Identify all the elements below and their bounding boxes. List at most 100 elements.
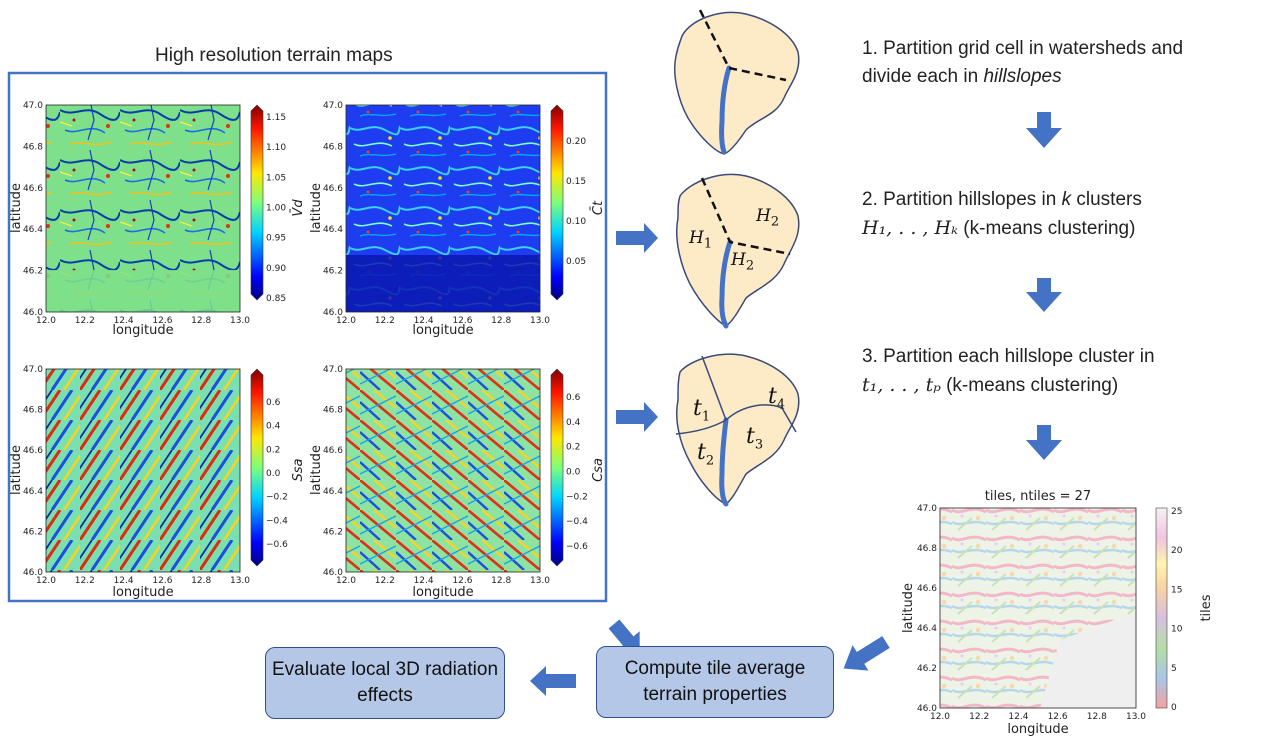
lat-tick: 46.8 [23, 406, 43, 416]
maps-header: High resolution terrain maps [155, 45, 393, 66]
tiles-lon-tick: 12.2 [969, 712, 989, 722]
lat-tick: 46.2 [23, 527, 43, 537]
cbar-tick: 0.0 [566, 468, 581, 478]
cbar-tick: −0.2 [266, 493, 288, 503]
tiles-lon-tick: 13.0 [1126, 712, 1146, 722]
lat-tick: 47.0 [323, 365, 343, 375]
map-vd [45, 104, 264, 313]
compute-box: Compute tile average terrain properties [596, 646, 834, 718]
cbar-tick: −0.6 [266, 540, 288, 550]
lat-tick: 46.4 [23, 487, 43, 497]
arrow-compute-to-evaluate [530, 666, 576, 696]
map-ct [345, 104, 564, 313]
tiles-lon-tick: 12.0 [930, 712, 950, 722]
ylabel-ct: latitude [309, 183, 324, 233]
tiles-lat-tick: 47.0 [917, 504, 937, 514]
lon-tick: 12.6 [152, 576, 172, 586]
cbar-tick: 0.20 [566, 137, 586, 147]
lat-tick: 46.6 [23, 446, 43, 456]
lon-tick: 12.2 [375, 316, 395, 326]
lon-tick: 13.0 [230, 316, 250, 326]
tick-labels: 47.046.846.646.446.246.012.0 12.2 12.4 12.6… [23, 101, 1183, 722]
cbar-tick: 0.0 [266, 469, 281, 479]
lon-tick: 13.0 [530, 316, 550, 326]
label-h2-lower: H2 [731, 250, 755, 274]
cbar-tick: 1.05 [266, 173, 286, 183]
lat-tick: 46.8 [323, 406, 343, 416]
cbar-tick: 0.2 [266, 445, 280, 455]
lat-tick: 46.4 [23, 225, 43, 235]
ylabel-vd: latitude [9, 183, 24, 233]
map-ssa [45, 368, 264, 573]
tiles-cbar-label: tiles [1199, 594, 1214, 621]
lon-tick: 12.0 [336, 576, 356, 586]
cbar-tick: 1.15 [266, 113, 286, 123]
lat-tick: 46.8 [323, 142, 343, 152]
cbar-tick: 0.05 [566, 257, 586, 267]
maps-frame [7, 71, 608, 603]
tiles-cbar-tick: 15 [1171, 585, 1182, 595]
tiles-title: tiles, ntiles = 27 [985, 489, 1091, 504]
step-2-text: 2. Partition hillslopes in k clusters H₁… [862, 189, 1142, 239]
step-3-text: 3. Partition each hillslope cluster in t… [862, 346, 1155, 396]
lon-tick: 12.2 [75, 576, 95, 586]
lat-tick: 47.0 [23, 365, 43, 375]
xlabel-vd: longitude [112, 323, 173, 338]
cbar-tick: −0.6 [566, 542, 588, 552]
cbar-tick: 0.85 [266, 294, 286, 304]
lat-tick: 46.6 [323, 184, 343, 194]
lon-tick: 12.8 [491, 316, 511, 326]
cbar-tick: 0.4 [566, 418, 581, 428]
xlabel-csa: longitude [412, 585, 473, 600]
cbar-tick: 0.6 [566, 393, 581, 403]
lat-tick: 46.0 [323, 568, 343, 578]
colorbar-vd [250, 104, 264, 301]
watershed-1 [673, 9, 800, 155]
label-t4: t4 [768, 384, 786, 413]
ylabel-ssa: latitude [9, 445, 24, 495]
tiles-lat-tick: 46.8 [917, 544, 937, 554]
lon-tick: 13.0 [530, 576, 550, 586]
watershed-3 [675, 353, 800, 507]
cbar-tick: 0.4 [266, 422, 281, 432]
step-1-text: 1. Partition grid cell in watersheds and… [862, 38, 1184, 87]
cbar-label-ssa: Ssa [291, 458, 306, 481]
arrow-step-1-2 [1026, 112, 1062, 148]
tiles-cbar-tick: 10 [1171, 625, 1183, 635]
cbar-label-vd: V̄d [291, 199, 306, 217]
lat-tick: 47.0 [23, 101, 43, 111]
tiles-xlabel: longitude [1007, 722, 1068, 737]
lat-tick: 46.6 [23, 184, 43, 194]
lon-tick: 12.4 [414, 316, 434, 326]
label-t3: t3 [746, 424, 764, 453]
cbar-tick: −0.4 [266, 516, 288, 526]
cbar-tick: −0.4 [566, 517, 588, 527]
arrow-step-3-tiles [1026, 425, 1062, 460]
tiles-lat-tick: 46.4 [917, 624, 937, 634]
watershed-2 [675, 173, 800, 329]
cbar-tick: 1.00 [266, 204, 286, 214]
label-t1: t1 [693, 396, 711, 425]
lat-tick: 46.2 [323, 267, 343, 277]
lat-tick: 46.4 [323, 487, 343, 497]
colorbar-ct [550, 104, 564, 301]
lon-tick: 13.0 [230, 576, 250, 586]
lon-tick: 12.0 [36, 576, 56, 586]
tiles-cbar-tick: 25 [1171, 507, 1182, 517]
map-csa [345, 368, 564, 573]
lon-tick: 12.4 [114, 576, 134, 586]
lon-tick: 12.6 [452, 576, 472, 586]
xlabel-ssa: longitude [112, 585, 173, 600]
lon-tick: 12.2 [75, 316, 95, 326]
lat-tick: 46.8 [23, 142, 43, 152]
lat-tick: 46.0 [323, 308, 343, 318]
lat-tick: 46.2 [323, 527, 343, 537]
lat-tick: 46.2 [23, 267, 43, 277]
arrow-map-to-watershed-2 [616, 223, 658, 253]
arrow-tiles-to-compute [843, 636, 890, 671]
label-t2: t2 [697, 440, 715, 469]
colorbar-ssa [250, 368, 264, 567]
tiles-colorbar [1155, 507, 1168, 709]
lon-tick: 12.0 [36, 316, 56, 326]
